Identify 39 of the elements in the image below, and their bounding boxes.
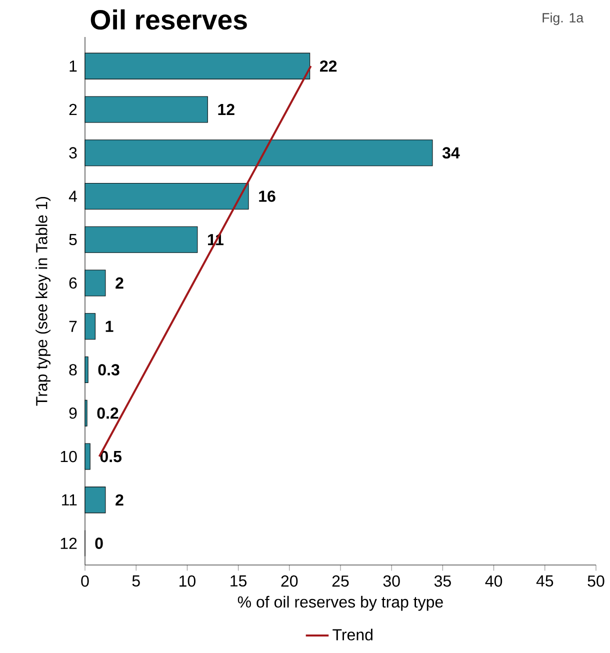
x-tick-label: 5 xyxy=(132,575,140,587)
y-axis-title: Trap type (see key in Table 1) xyxy=(36,196,50,406)
data-label: 0.3 xyxy=(98,364,120,376)
data-label: 16 xyxy=(259,190,276,202)
data-label: 22 xyxy=(320,60,337,72)
y-tick-label: 8 xyxy=(69,364,77,376)
data-label: 1 xyxy=(106,320,114,332)
y-tick-label: 1 xyxy=(70,60,77,72)
y-tick-label: 3 xyxy=(69,147,77,158)
x-tick-label: 25 xyxy=(332,575,349,587)
y-tick-label: 6 xyxy=(69,277,77,289)
x-tick-label: 10 xyxy=(180,575,196,587)
x-tick-label: 40 xyxy=(485,575,502,587)
data-label: 12 xyxy=(218,104,234,116)
y-tick-label: 5 xyxy=(69,234,77,246)
y-tick-label: 12 xyxy=(60,538,77,549)
data-label: 2 xyxy=(116,277,124,289)
chart-title: Oil reserves xyxy=(90,9,247,30)
data-label: 0 xyxy=(95,538,103,549)
x-tick-label: 20 xyxy=(281,575,298,587)
x-axis-title: % of oil reserves by trap type xyxy=(238,596,443,611)
data-label: 0.5 xyxy=(100,450,122,462)
x-tick-label: 45 xyxy=(536,575,554,587)
y-tick-label: 10 xyxy=(60,450,77,462)
y-tick-label: 2 xyxy=(69,104,77,116)
caption: Fig. 1a xyxy=(542,12,584,26)
legend-label: Trend xyxy=(332,628,372,640)
data-label: 0.2 xyxy=(97,407,118,419)
y-tick-label: 11 xyxy=(62,494,77,506)
data-label: 2 xyxy=(116,494,124,506)
data-label: 34 xyxy=(442,147,460,159)
y-tick-label: 9 xyxy=(69,407,77,419)
x-tick-label: 0 xyxy=(81,575,89,587)
y-tick-label: 7 xyxy=(69,320,77,332)
x-tick-label: 15 xyxy=(230,575,247,587)
x-tick-label: 35 xyxy=(434,575,451,587)
x-tick-label: 50 xyxy=(588,575,604,587)
x-tick-label: 30 xyxy=(383,575,400,587)
y-tick-label: 4 xyxy=(68,190,77,202)
